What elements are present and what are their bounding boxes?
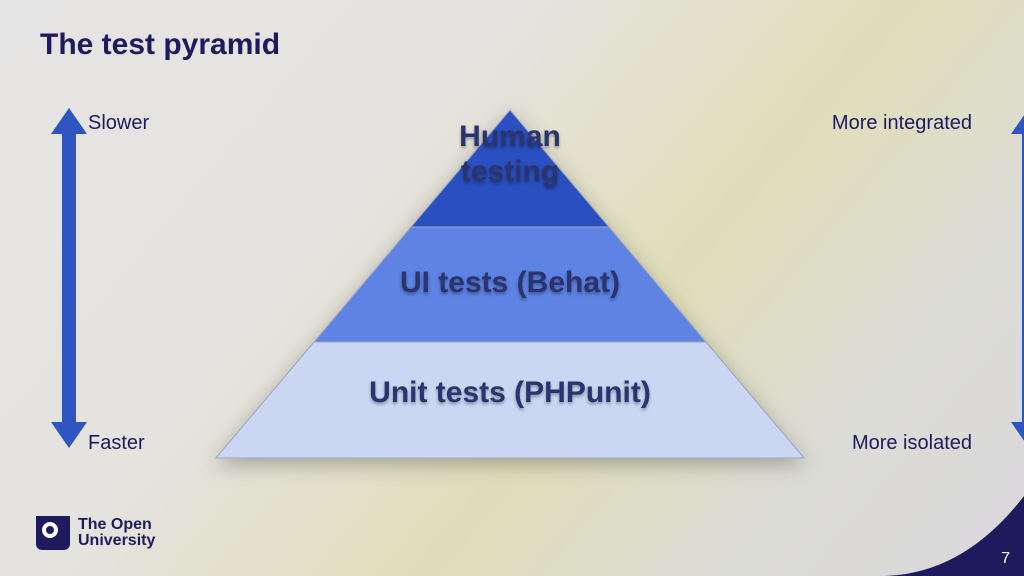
logo-mark-icon (36, 516, 70, 550)
pyramid-top-line1: Human testing (459, 120, 561, 189)
logo-text: The Open University (78, 517, 155, 549)
left-top-label: Slower (88, 112, 149, 135)
right-bottom-label: More isolated (852, 432, 972, 455)
pyramid-layer-top-label: Human testing (190, 120, 830, 189)
slide-corner: 7 (884, 496, 1024, 576)
left-bottom-label: Faster (88, 432, 145, 455)
open-university-logo: The Open University (36, 516, 155, 550)
pyramid-layer-mid-label: UI tests (Behat) (190, 266, 830, 300)
slide-title: The test pyramid (40, 28, 280, 62)
right-top-label: More integrated (832, 112, 972, 135)
logo-line1: The Open (78, 517, 155, 533)
pyramid-layer-bot-label: Unit tests (PHPunit) (190, 376, 830, 410)
slide: The test pyramid Slower Faster More inte… (0, 0, 1024, 576)
page-number: 7 (1001, 550, 1010, 568)
arrow-shaft (62, 130, 76, 426)
test-pyramid: Human testing UI tests (Behat) Unit test… (190, 86, 830, 466)
arrow-down-icon (1011, 422, 1024, 448)
arrow-down-icon (51, 422, 87, 448)
logo-line2: University (78, 533, 155, 549)
